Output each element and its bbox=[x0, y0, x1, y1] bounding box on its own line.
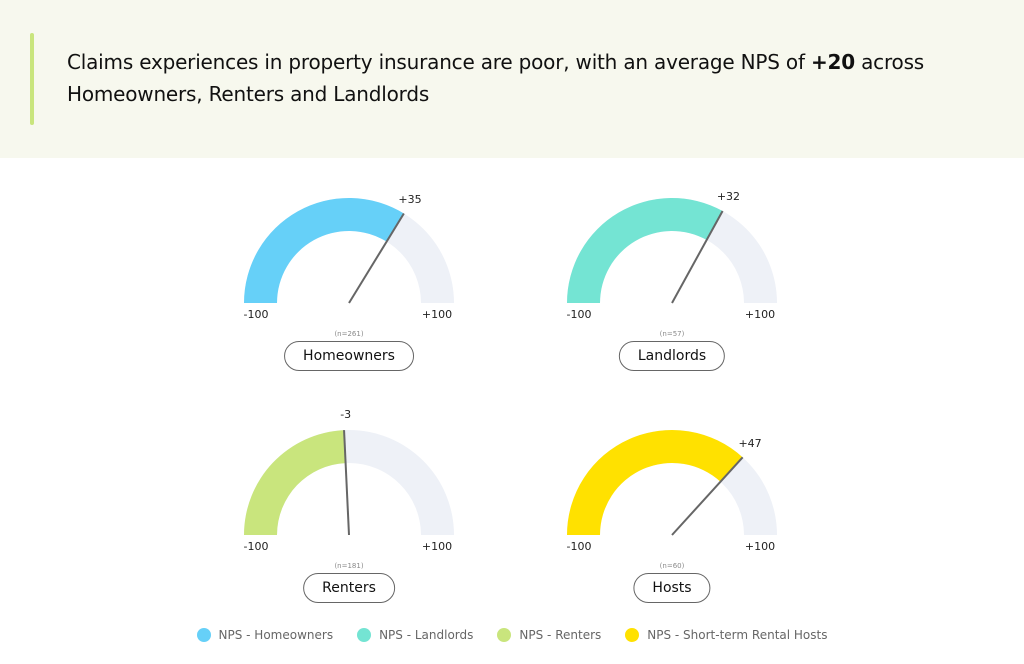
legend-swatch bbox=[497, 628, 512, 642]
gauge-sample-size: (n=181) bbox=[334, 562, 364, 570]
gauge-needle bbox=[671, 210, 724, 304]
header-banner: Claims experiences in property insurance… bbox=[0, 0, 1024, 158]
legend-swatch bbox=[625, 628, 640, 642]
gauge-renters: -3 -100 +100 (n=181) Renters bbox=[243, 408, 484, 622]
legend-item: NPS - Renters bbox=[497, 628, 601, 642]
accent-bar bbox=[30, 33, 34, 125]
gauge-svg bbox=[244, 197, 454, 304]
segment-label-pill: Homeowners bbox=[284, 341, 414, 371]
gauge-max-label: +100 bbox=[744, 308, 776, 321]
gauge-min-label: -100 bbox=[566, 308, 592, 321]
gauge-homeowners: +35 -100 +100 (n=261) Homeowners bbox=[244, 190, 484, 390]
gauge-max-label: +100 bbox=[421, 308, 453, 321]
title-text-part2: across Homeowners, Renters and Landlords bbox=[67, 50, 925, 106]
gauge-max-label: +100 bbox=[744, 540, 776, 553]
gauge-fill bbox=[567, 197, 723, 303]
gauge-landlords: +32 -100 +100 (n=57) Landlords bbox=[567, 190, 807, 390]
gauge-needle bbox=[343, 430, 350, 536]
legend-item: NPS - Short-term Rental Hosts bbox=[625, 628, 827, 642]
gauge-hosts: +47 -100 +100 (n=60) Hosts bbox=[567, 422, 807, 622]
page-title: Claims experiences in property insurance… bbox=[67, 46, 1007, 110]
gauge-value-label: +32 bbox=[716, 189, 741, 203]
gauge-min-label: -100 bbox=[243, 308, 269, 321]
gauge-fill bbox=[244, 197, 404, 303]
gauge-needle bbox=[348, 212, 405, 304]
gauge-sample-size: (n=57) bbox=[659, 330, 685, 338]
gauge-fill bbox=[244, 430, 346, 535]
gauge-sample-size: (n=60) bbox=[659, 562, 685, 570]
segment-label-pill: Hosts bbox=[633, 573, 711, 603]
gauge-value-label: +35 bbox=[398, 192, 422, 206]
gauge-min-label: -100 bbox=[243, 540, 269, 553]
legend-item: NPS - Homeowners bbox=[196, 628, 334, 642]
legend-label: NPS - Homeowners bbox=[218, 628, 334, 642]
gauge-value-label: +47 bbox=[738, 437, 762, 451]
gauge-max-label: +100 bbox=[421, 540, 453, 553]
gauge-svg bbox=[567, 197, 777, 304]
gauge-sample-size: (n=261) bbox=[334, 330, 364, 338]
gauge-svg bbox=[567, 430, 777, 536]
legend-label: NPS - Renters bbox=[519, 628, 602, 642]
gauge-value-label: -3 bbox=[340, 408, 352, 422]
chart-legend: NPS - Homeowners NPS - Landlords NPS - Ren… bbox=[0, 628, 1024, 642]
legend-item: NPS - Landlords bbox=[357, 628, 473, 642]
title-text-part1: Claims experiences in property insurance… bbox=[67, 50, 811, 74]
gauge-needle bbox=[671, 456, 744, 536]
segment-label-pill: Renters bbox=[303, 573, 395, 603]
gauge-min-label: -100 bbox=[566, 540, 592, 553]
legend-swatch bbox=[196, 628, 211, 642]
legend-swatch bbox=[357, 628, 372, 642]
average-nps-value: +20 bbox=[810, 50, 855, 74]
segment-label-pill: Landlords bbox=[618, 341, 726, 371]
legend-label: NPS - Landlords bbox=[379, 628, 474, 642]
legend-label: NPS - Short-term Rental Hosts bbox=[647, 628, 828, 642]
gauge-svg bbox=[244, 430, 454, 536]
gauge-fill bbox=[567, 430, 743, 535]
